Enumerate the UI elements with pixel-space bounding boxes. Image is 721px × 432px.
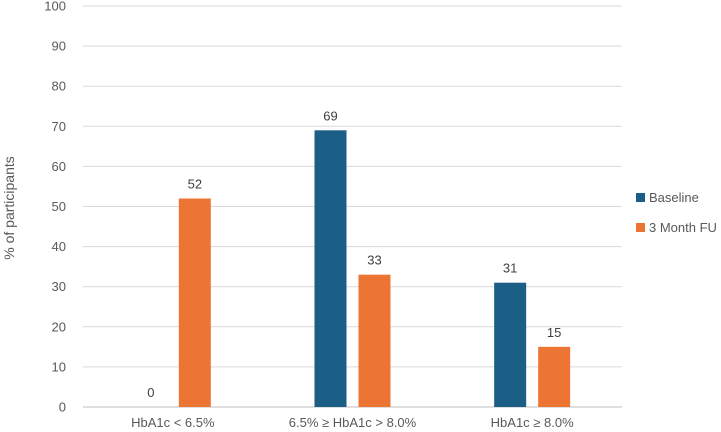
bars — [178, 130, 571, 407]
x-category-label: HbA1c ≥ 8.0% — [491, 415, 574, 430]
bar — [178, 198, 211, 407]
y-tick-label: 20 — [52, 319, 66, 334]
data-label: 31 — [503, 261, 517, 276]
y-tick-label: 60 — [52, 159, 66, 174]
y-axis-ticks: 0 10 20 30 40 50 60 70 80 90 100 — [44, 0, 66, 415]
y-tick-label: 30 — [52, 279, 66, 294]
y-tick-label: 90 — [52, 39, 66, 54]
data-label: 52 — [188, 176, 202, 191]
data-label: 33 — [367, 253, 381, 268]
bar — [358, 274, 391, 407]
y-tick-label: 40 — [52, 239, 66, 254]
legend-swatch — [636, 223, 645, 232]
data-label: 0 — [147, 385, 154, 400]
bar — [314, 130, 347, 407]
data-labels: 0 52 69 33 31 15 — [147, 108, 561, 400]
x-category-label: 6.5% ≥ HbA1c > 8.0% — [289, 415, 417, 430]
legend: Baseline 3 Month FU — [636, 190, 717, 235]
y-tick-label: 0 — [59, 400, 66, 415]
x-axis-categories: HbA1c < 6.5% 6.5% ≥ HbA1c > 8.0% HbA1c ≥ 8… — [131, 415, 574, 430]
bar — [494, 282, 527, 407]
x-category-label: HbA1c < 6.5% — [131, 415, 215, 430]
y-tick-label: 70 — [52, 119, 66, 134]
y-axis-label: % of participants — [1, 156, 17, 260]
data-label: 15 — [547, 325, 561, 340]
y-tick-label: 80 — [52, 79, 66, 94]
legend-label: Baseline — [649, 190, 699, 205]
data-label: 69 — [323, 108, 337, 123]
legend-label: 3 Month FU — [649, 220, 717, 235]
gridlines — [83, 5, 622, 408]
y-tick-label: 10 — [52, 359, 66, 374]
bar — [538, 346, 571, 407]
legend-swatch — [636, 193, 645, 202]
y-tick-label: 100 — [44, 0, 66, 14]
y-tick-label: 50 — [52, 199, 66, 214]
